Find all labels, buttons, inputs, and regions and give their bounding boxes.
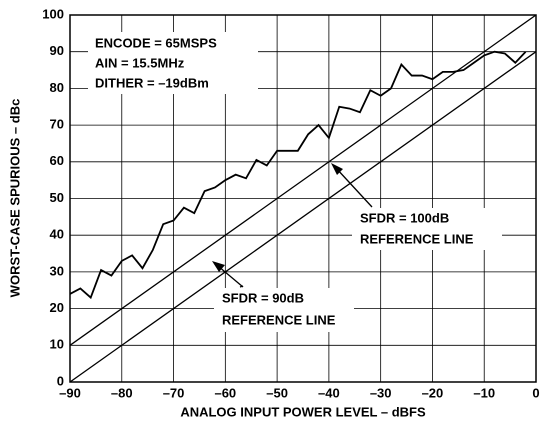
x-tick-label: –20 (422, 385, 444, 400)
annotation: REFERENCE LINE (222, 312, 336, 327)
annotation: ENCODE = 65MSPS (95, 35, 217, 50)
annotation: SFDR = 100dB (360, 210, 449, 225)
arrow (335, 167, 373, 208)
annotation: AIN = 15.5MHz (95, 55, 185, 70)
y-tick-label: 10 (50, 337, 64, 352)
y-tick-label: 50 (50, 190, 64, 205)
x-tick-label: –40 (318, 385, 340, 400)
y-tick-label: 40 (50, 227, 64, 242)
annotation-box (88, 32, 258, 94)
y-tick-label: 80 (50, 80, 64, 95)
y-tick-label: 70 (50, 117, 64, 132)
y-tick-label: 0 (57, 373, 64, 388)
x-tick-label: –90 (59, 385, 81, 400)
x-tick-label: –80 (111, 385, 133, 400)
x-tick-label: 0 (532, 385, 539, 400)
arrow-head (212, 261, 225, 272)
x-tick-label: –10 (473, 385, 495, 400)
x-tick-label: –60 (214, 385, 236, 400)
annotation: REFERENCE LINE (360, 231, 474, 246)
series-line (69, 51, 537, 383)
y-tick-label: 60 (50, 153, 64, 168)
annotation: SFDR = 90dB (222, 290, 304, 305)
y-tick-label: 20 (50, 300, 64, 315)
annotation-box (214, 288, 354, 332)
y-tick-label: 100 (42, 6, 64, 21)
y-tick-label: 90 (50, 43, 64, 58)
x-tick-label: –70 (163, 385, 185, 400)
series-line (69, 50, 527, 300)
annotation-box (352, 208, 502, 250)
plot-frame (69, 14, 537, 383)
y-axis-label: WORST-CASE SPURIOUS – dBc (7, 99, 22, 298)
y-tick-label: 30 (50, 263, 64, 278)
arrow (217, 265, 244, 288)
x-tick-label: –50 (266, 385, 288, 400)
arrow-head (331, 163, 343, 175)
annotation: DITHER = –19dBm (95, 75, 209, 90)
series-line (69, 14, 537, 346)
x-tick-label: –30 (370, 385, 392, 400)
x-axis-label: ANALOG INPUT POWER LEVEL – dBFS (180, 404, 426, 419)
